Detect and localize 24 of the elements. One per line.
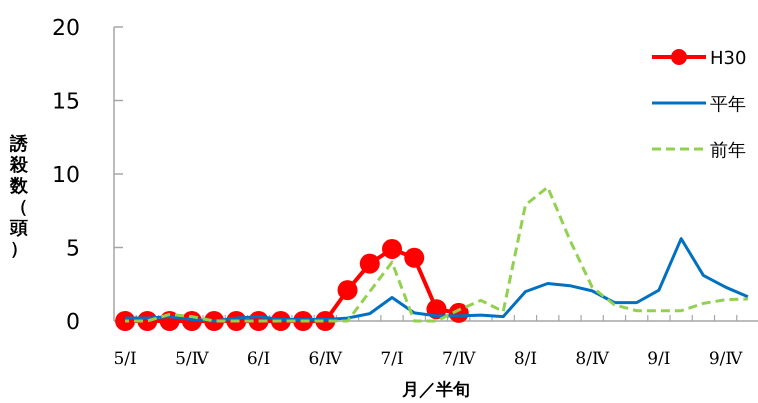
x-tick-label: 6/Ⅳ [308, 349, 344, 369]
x-tick-label: 7/Ⅰ [380, 349, 404, 369]
y-axis-title: 誘殺数（頭） [9, 134, 29, 260]
legend-label: H30 [710, 48, 746, 69]
x-tick-label: 8/Ⅰ [514, 349, 538, 369]
y-tick-label: 0 [66, 310, 80, 335]
legend-label: 前年 [710, 140, 746, 161]
y-tick-label: 10 [52, 163, 80, 188]
x-axis-title: 月／半旬 [401, 380, 470, 400]
x-tick-label: 5/Ⅳ [175, 349, 210, 369]
point [404, 248, 424, 268]
x-tick-label: 9/Ⅳ [708, 349, 744, 369]
legend-label: 平年 [710, 94, 746, 115]
point [360, 254, 380, 274]
x-tick-label: 6/Ⅰ [246, 349, 270, 369]
x-tick-label: 5/Ⅰ [113, 349, 137, 369]
point [382, 238, 402, 259]
x-tick-label: 7/Ⅳ [442, 349, 477, 369]
y-tick-label: 15 [52, 90, 80, 114]
x-tick-label: 8/Ⅳ [575, 349, 610, 369]
y-tick-label: 20 [52, 16, 80, 41]
point [338, 280, 358, 300]
y-tick-label: 5 [66, 236, 80, 262]
x-tick-label: 9/Ⅰ [647, 349, 671, 369]
